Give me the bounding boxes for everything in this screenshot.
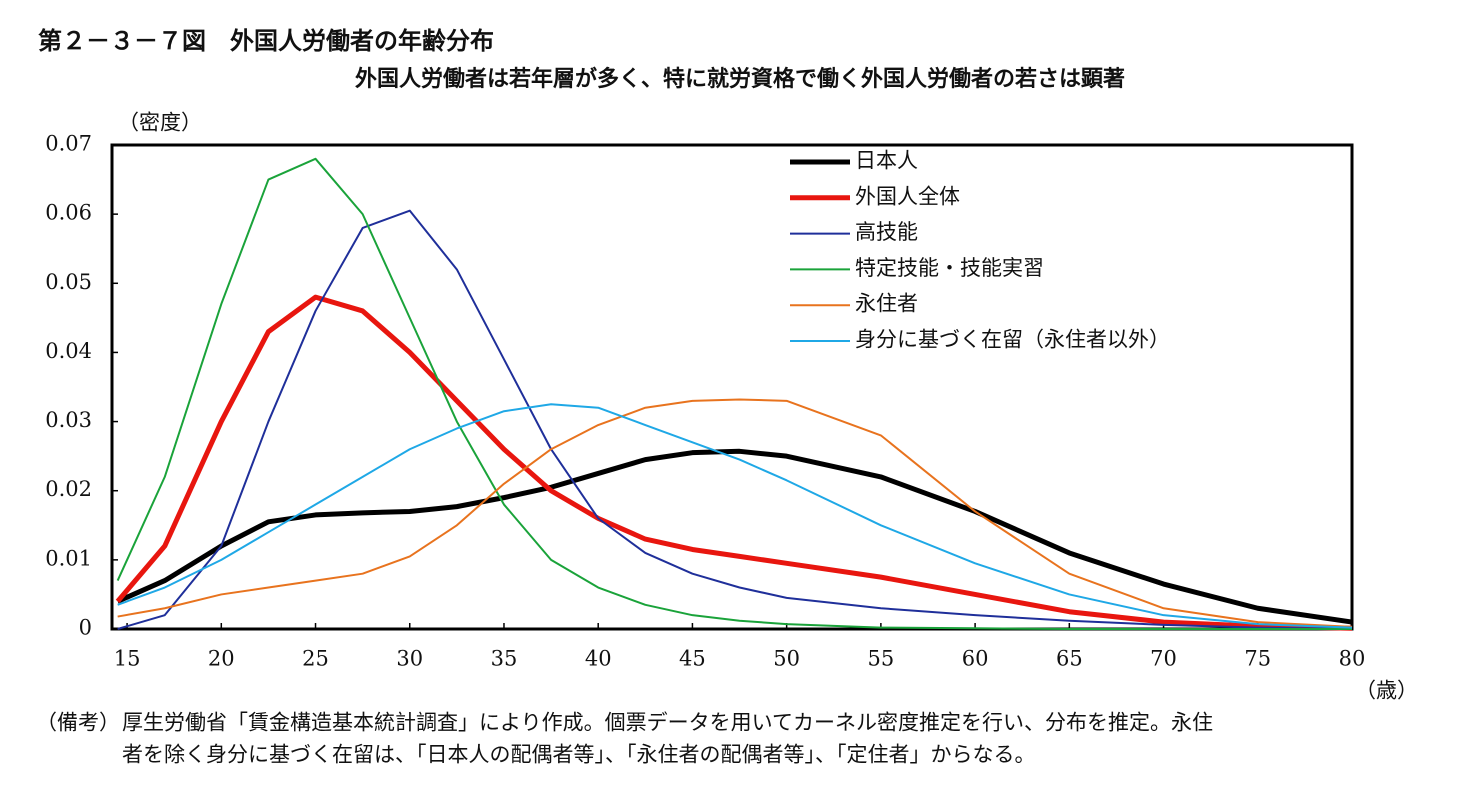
y-tick-label: 0.01 — [45, 546, 92, 570]
series-line — [117, 398, 1353, 628]
y-axis-label: （密度） — [118, 111, 202, 135]
x-axis-label: （歳） — [1355, 679, 1418, 703]
x-tick-label: 75 — [1244, 647, 1271, 671]
x-tick-label: 50 — [773, 647, 800, 671]
legend-label: 特定技能・技能実習 — [855, 256, 1044, 280]
x-tick-label: 80 — [1339, 647, 1366, 671]
chart-subtitle: 外国人労働者は若年層が多く、特に就労資格で働く外国人労働者の若さは顕著 — [355, 66, 1125, 92]
legend-label: 身分に基づく在留（永住者以外） — [855, 328, 1170, 352]
plot-frame — [110, 143, 1354, 631]
legend-label: 外国人全体 — [855, 184, 960, 208]
x-tick-label: 30 — [396, 647, 423, 671]
series-line — [116, 157, 1352, 630]
chart-title: 第２－３－７図 外国人労働者の年齢分布 — [38, 27, 494, 55]
x-tick-label: 20 — [208, 647, 235, 671]
y-tick-label: 0.04 — [45, 339, 92, 363]
y-tick-label: 0.02 — [45, 477, 92, 501]
x-tick-label: 55 — [868, 647, 895, 671]
x-tick-label: 45 — [679, 647, 706, 671]
legend-label: 高技能 — [855, 220, 918, 244]
y-tick-label: 0.07 — [45, 132, 92, 156]
x-tick-label: 35 — [491, 647, 518, 671]
y-tick-label: 0.06 — [45, 201, 92, 225]
series-line — [117, 209, 1353, 630]
x-tick-label: 65 — [1056, 647, 1083, 671]
y-tick-label: 0 — [79, 616, 92, 640]
x-tick-label: 15 — [114, 647, 141, 671]
x-tick-label: 70 — [1150, 647, 1177, 671]
series-line — [117, 403, 1353, 629]
note-line: 者を除く身分に基づく在留は、「日本人の配偶者等」、「永住者の配偶者等」、「定住者… — [122, 743, 1036, 767]
note-line: 厚生労働省「賃金構造基本統計調査」により作成。個票データを用いてカーネル密度推定… — [122, 711, 1213, 735]
series-line — [116, 448, 1353, 625]
y-tick-label: 0.03 — [45, 408, 92, 432]
legend-label: 日本人 — [855, 149, 918, 173]
x-tick-label: 60 — [962, 647, 989, 671]
x-tick-label: 40 — [585, 647, 612, 671]
note-label: （備考） — [36, 711, 120, 735]
y-tick-label: 0.05 — [45, 270, 92, 294]
x-tick-label: 25 — [302, 647, 329, 671]
legend-label: 永住者 — [855, 292, 918, 316]
